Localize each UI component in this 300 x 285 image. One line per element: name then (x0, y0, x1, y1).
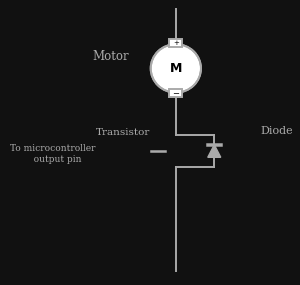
Text: Transistor: Transistor (95, 128, 150, 137)
Text: −: − (172, 89, 179, 98)
Text: Diode: Diode (260, 126, 293, 136)
FancyBboxPatch shape (169, 89, 182, 97)
Polygon shape (208, 145, 221, 157)
FancyBboxPatch shape (169, 39, 182, 47)
Circle shape (151, 44, 201, 93)
Text: To microcontroller
   output pin: To microcontroller output pin (11, 144, 96, 164)
Text: +: + (173, 40, 179, 46)
Text: Motor: Motor (92, 50, 129, 64)
Text: M: M (170, 62, 182, 75)
